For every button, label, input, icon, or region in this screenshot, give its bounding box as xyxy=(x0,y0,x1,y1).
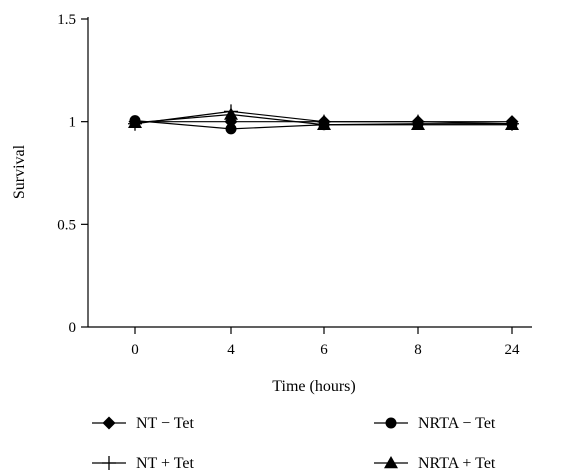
legend-item: NT + Tet xyxy=(92,455,195,472)
legend-marker-plus xyxy=(102,456,116,470)
y-tick-label: 1.5 xyxy=(57,12,76,28)
series-markers xyxy=(128,104,519,135)
x-tick-label: 24 xyxy=(505,342,521,358)
legend-label: NT − Tet xyxy=(136,415,195,432)
data-point-triangle xyxy=(317,117,331,130)
data-point-triangle xyxy=(411,117,425,130)
data-point-circle xyxy=(225,123,237,135)
data-point-triangle xyxy=(128,115,142,128)
y-tick-label: 0.5 xyxy=(57,217,76,233)
axes xyxy=(87,17,532,328)
legend-item: NRTA + Tet xyxy=(374,455,496,472)
y-axis-title: Survival xyxy=(11,144,28,199)
y-ticks: 0 0.5 1 1.5 xyxy=(57,12,88,336)
y-tick-label: 1 xyxy=(69,115,77,131)
legend-label: NRTA + Tet xyxy=(418,455,496,472)
y-tick-label: 0 xyxy=(69,320,77,336)
legend-marker-diamond xyxy=(102,416,116,430)
legend-item: NRTA − Tet xyxy=(374,415,496,432)
legend-item: NT − Tet xyxy=(92,415,195,432)
x-tick-label: 8 xyxy=(414,342,422,358)
x-tick-label: 6 xyxy=(320,342,328,358)
x-tick-label: 0 xyxy=(131,342,139,358)
legend-marker-triangle xyxy=(384,456,398,469)
legend-label: NT + Tet xyxy=(136,455,195,472)
x-tick-label: 4 xyxy=(227,342,235,358)
x-ticks: 0 4 6 8 24 xyxy=(131,327,520,358)
legend-marker-circle xyxy=(385,417,397,429)
data-point-triangle xyxy=(224,107,238,120)
x-axis-title: Time (hours) xyxy=(272,378,355,395)
legend: NT − Tet NRTA − Tet NT + Tet NRTA + Tet xyxy=(92,415,496,472)
data-point-triangle xyxy=(505,117,519,130)
legend-label: NRTA − Tet xyxy=(418,415,496,432)
